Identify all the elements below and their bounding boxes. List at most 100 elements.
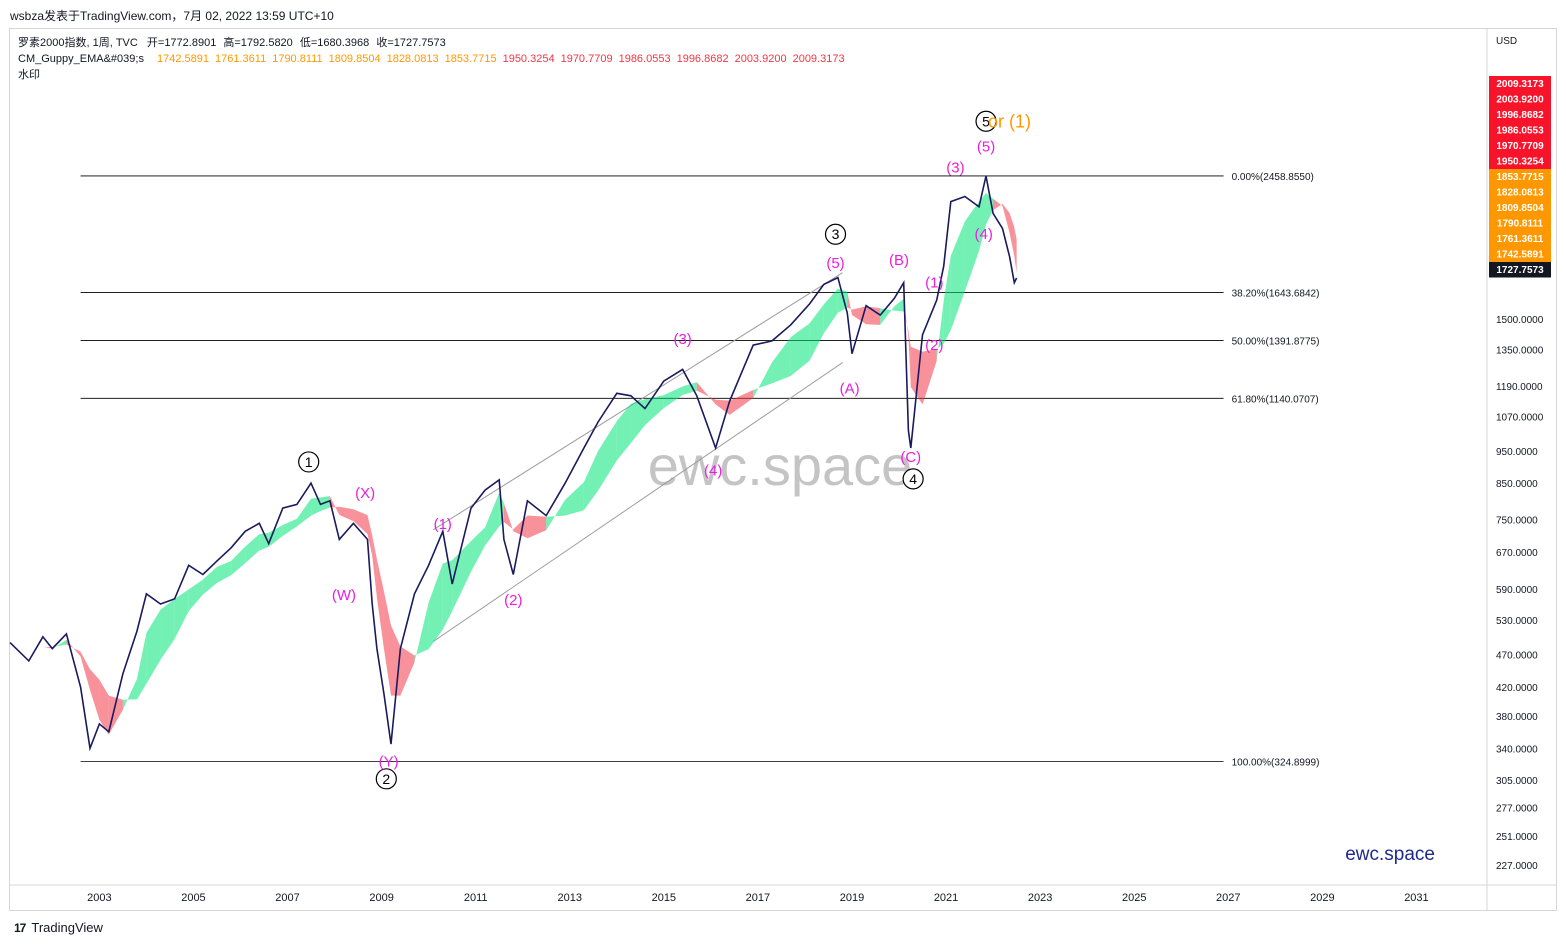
wave-label-intermediate: (1) xyxy=(925,275,943,292)
y-tick-label: 470.0000 xyxy=(1496,651,1538,662)
ribbon-up-segment xyxy=(978,193,987,252)
publish-caption: wsbza发表于TradingView.com，7月 02, 2022 13:5… xyxy=(10,9,334,23)
ribbon-down-segment xyxy=(1014,227,1017,273)
wave-circle-marker xyxy=(298,451,320,473)
fib-level-label: 38.20%(1643.6842) xyxy=(1232,288,1320,299)
price-tag xyxy=(1489,153,1551,169)
x-tick-label: 2019 xyxy=(840,892,864,904)
wave-label-intermediate: (1) xyxy=(434,516,452,533)
ribbon-up-segment xyxy=(616,403,631,461)
tradingview-footer[interactable]: 17 TradingView xyxy=(14,920,103,935)
price-tag xyxy=(1489,107,1551,123)
ribbon-down-segment xyxy=(42,646,53,649)
price-tag xyxy=(1489,231,1551,247)
x-tick-label: 2015 xyxy=(652,892,676,904)
wave-label-intermediate: (4) xyxy=(975,226,993,243)
watermark-row[interactable]: 水印 xyxy=(18,67,851,83)
price-tag xyxy=(1489,138,1551,154)
wave-label-primary: 4 xyxy=(909,471,917,487)
price-tag-label: 1742.5891 xyxy=(1496,250,1544,261)
y-tick-label: 590.0000 xyxy=(1496,585,1538,596)
price-tag-label: 1727.7573 xyxy=(1496,265,1544,276)
watermark-label: 水印 xyxy=(18,69,40,81)
ribbon-up-segment xyxy=(772,336,791,384)
ribbon-up-segment xyxy=(597,421,617,491)
ribbon-up-segment xyxy=(231,546,246,576)
ribbon-up-segment xyxy=(122,678,138,710)
ribbon-down-segment xyxy=(99,679,109,735)
x-tick-label: 2009 xyxy=(369,892,393,904)
ribbon-down-segment xyxy=(1002,203,1010,233)
indicator-value: 2009.3173 xyxy=(792,53,845,65)
x-tick-label: 2029 xyxy=(1310,892,1334,904)
ribbon-up-segment xyxy=(320,496,330,512)
ribbon-up-segment xyxy=(282,518,297,536)
wave-label-intermediate: (C) xyxy=(900,449,921,466)
x-tick-label: 2005 xyxy=(181,892,205,904)
indicator-value: 1761.3611 xyxy=(215,53,267,65)
ribbon-up-segment xyxy=(10,642,29,652)
ribbon-down-segment xyxy=(353,509,368,535)
y-tick-label: 420.0000 xyxy=(1496,683,1538,694)
ribbon-up-segment xyxy=(964,201,979,292)
ribbon-up-segment xyxy=(943,256,951,344)
price-tag-label: 2003.9200 xyxy=(1496,95,1544,106)
ribbon-down-segment xyxy=(922,349,937,405)
x-tick-label: 2007 xyxy=(275,892,299,904)
price-tag-label: 1970.7709 xyxy=(1496,141,1544,152)
fib-level-label: 50.00%(1391.8775) xyxy=(1232,337,1320,348)
indicator-value: 1950.3254 xyxy=(502,53,555,65)
indicator-value: 1790.8111 xyxy=(272,53,323,65)
ribbon-down-segment xyxy=(527,515,547,539)
wave-label-intermediate: (3) xyxy=(673,331,691,348)
price-tag-label: 1790.8111 xyxy=(1497,219,1544,230)
ribbon-up-segment xyxy=(160,598,175,660)
x-tick-label: 2021 xyxy=(934,892,958,904)
price-tag-label: 1761.3611 xyxy=(1497,234,1544,245)
x-tick-label: 2017 xyxy=(746,892,770,904)
price-tag xyxy=(1489,215,1551,231)
y-tick-label: 1350.0000 xyxy=(1496,345,1544,356)
y-tick-label: 950.0000 xyxy=(1496,447,1538,458)
publisher-bar: wsbza发表于TradingView.com，7月 02, 2022 13:5… xyxy=(0,0,1566,28)
indicator-value: 1986.0553 xyxy=(618,53,671,65)
ribbon-down-segment xyxy=(383,591,392,696)
ribbon-down-segment xyxy=(729,390,754,415)
ribbon-up-segment xyxy=(137,632,147,700)
ribbon-down-segment xyxy=(993,198,1003,211)
watermark-text: ewc.space xyxy=(648,434,913,497)
currency-label: USD xyxy=(1496,36,1517,47)
y-tick-label: 227.0000 xyxy=(1496,861,1538,872)
wave-label-intermediate: (X) xyxy=(355,485,375,502)
y-tick-label: 1500.0000 xyxy=(1496,315,1544,326)
wave-label-intermediate: (4) xyxy=(704,463,722,480)
ribbon-up-segment xyxy=(936,300,944,362)
indicator-row[interactable]: CM_Guppy_EMA&#039;s 1742.5891 1761.3611 17… xyxy=(18,51,851,67)
ribbon-down-segment xyxy=(80,651,90,690)
y-tick-label: 750.0000 xyxy=(1496,515,1538,526)
wave-label-alternate: or (1) xyxy=(988,111,1031,131)
ribbon-down-segment xyxy=(908,331,911,388)
ribbon-down-segment xyxy=(108,695,123,735)
ribbon-up-segment xyxy=(823,288,838,334)
ribbon-down-segment xyxy=(89,669,100,720)
wave-label-intermediate: (A) xyxy=(840,380,860,397)
ribbon-down-segment xyxy=(367,515,373,556)
y-tick-label: 850.0000 xyxy=(1496,479,1538,490)
price-tag xyxy=(1489,91,1551,107)
ribbon-up-segment xyxy=(452,541,471,612)
wave-label-intermediate: (Y) xyxy=(379,753,399,770)
wave-label-intermediate: (5) xyxy=(977,139,995,156)
indicator-value: 1828.0813 xyxy=(386,53,439,65)
ribbon-down-segment xyxy=(400,646,415,696)
symbol-ohlc-row: 罗素2000指数, 1周, TVC 开=1772.8901 高=1792.582… xyxy=(18,35,851,51)
price-tag xyxy=(1489,184,1551,200)
ribbon-up-segment xyxy=(311,497,321,516)
ribbon-up-segment xyxy=(753,362,773,399)
open-value: 开=1772.8901 xyxy=(146,37,217,49)
ribbon-up-segment xyxy=(202,566,217,595)
indicator-name: CM_Guppy_EMA&#039;s xyxy=(18,53,144,65)
indicator-value: 1970.7709 xyxy=(560,53,613,65)
ribbon-up-segment xyxy=(790,323,810,376)
